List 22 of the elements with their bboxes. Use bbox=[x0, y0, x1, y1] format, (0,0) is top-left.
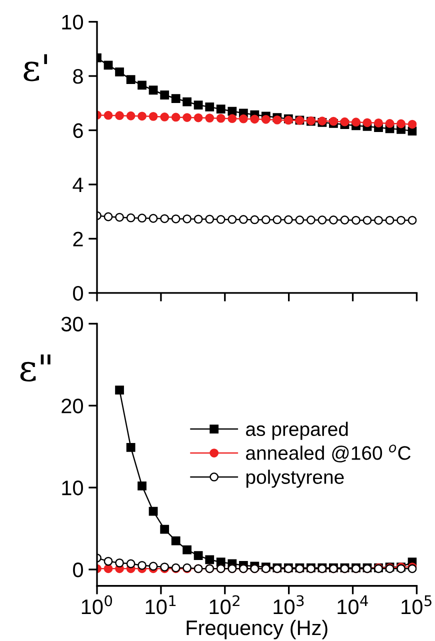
y-tick-label: 8 bbox=[73, 69, 83, 84]
x-tick-label: 10$^{0}$ bbox=[82, 595, 112, 614]
x-tick-label: 10$^{5}$ bbox=[402, 595, 432, 614]
y-tick-label: 30 bbox=[61, 316, 83, 332]
y-tick-label: 2 bbox=[73, 232, 83, 246]
legend-label: annealed @160 $^{o}$C bbox=[246, 444, 411, 462]
x-tick-label: 10$^{3}$ bbox=[274, 595, 304, 614]
x-tick-label: 10$^{1}$ bbox=[146, 595, 176, 614]
y-axis-title: ε" bbox=[20, 354, 50, 382]
y-tick-label: 6 bbox=[73, 123, 83, 138]
y-axis-title: ε' bbox=[24, 54, 47, 82]
legend-label: polystyrene bbox=[246, 470, 344, 488]
x-tick-label: 10$^{4}$ bbox=[338, 595, 368, 614]
x-axis-title: Frequency (Hz) bbox=[186, 620, 328, 640]
y-tick-label: 10 bbox=[62, 480, 83, 496]
x-tick-label: 10$^{2}$ bbox=[210, 595, 240, 614]
y-tick-label: 20 bbox=[62, 398, 83, 414]
y-tick-label: 10 bbox=[62, 14, 83, 30]
y-tick-label: 0 bbox=[73, 562, 83, 578]
y-tick-label: 0 bbox=[73, 286, 83, 301]
legend-label: as prepared bbox=[246, 422, 348, 440]
y-tick-label: 4 bbox=[72, 178, 84, 192]
